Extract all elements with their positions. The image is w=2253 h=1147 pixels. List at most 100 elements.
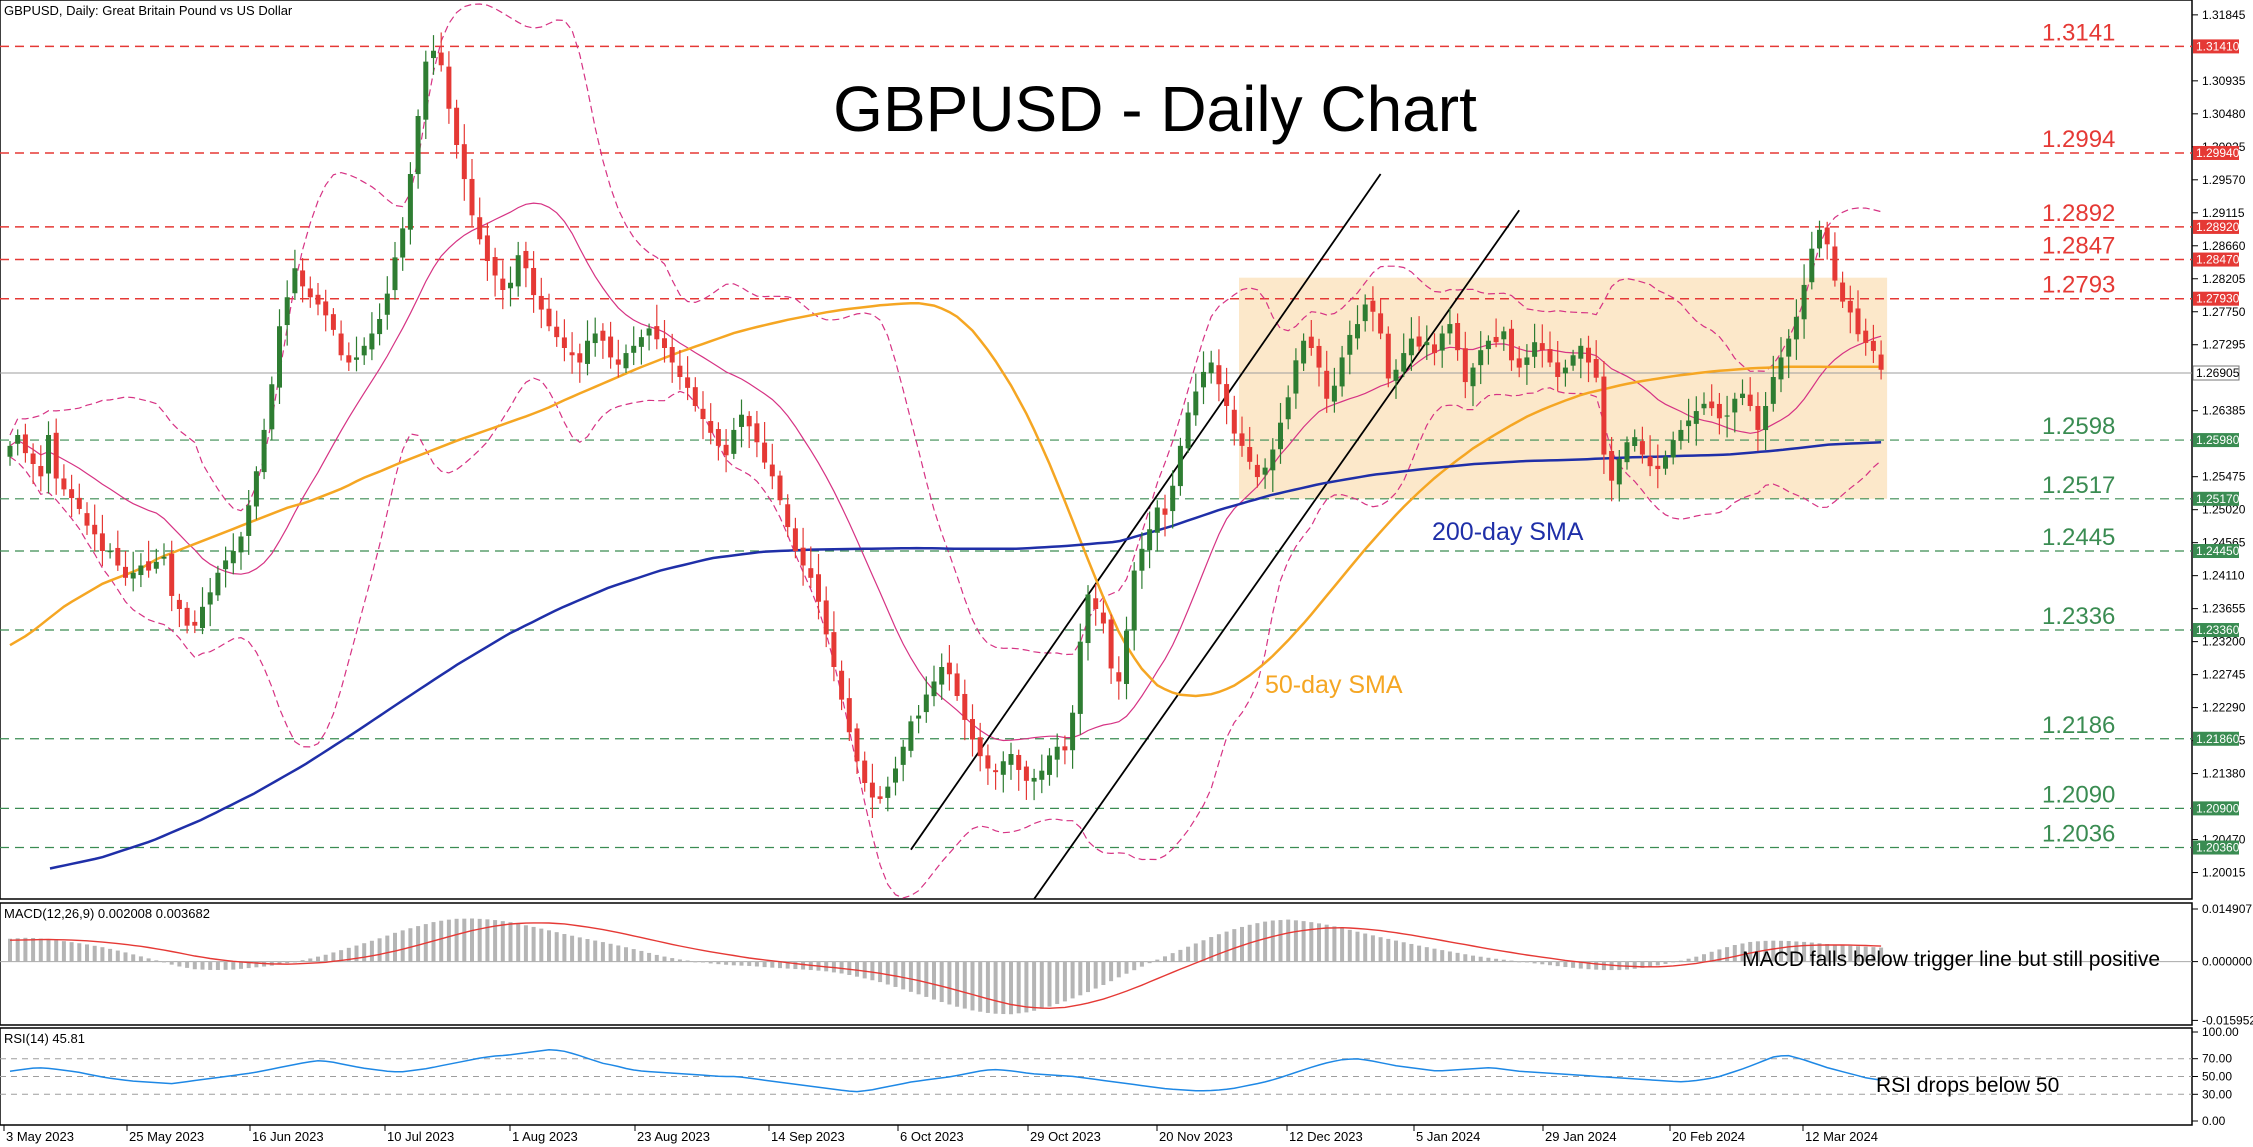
candle-120: [931, 665, 937, 707]
macd-bar-7: [61, 941, 66, 962]
macd-bar-150: [1163, 956, 1167, 962]
candle-body: [946, 662, 952, 675]
candle-body: [592, 333, 598, 344]
candle-229: [1770, 355, 1776, 412]
macd-bar-154: [1193, 943, 1198, 962]
candle-208: [1609, 436, 1615, 502]
candle-body: [1870, 340, 1876, 351]
candle-body: [923, 694, 929, 713]
candle-body: [515, 255, 521, 287]
macd-bar-38: [300, 960, 305, 962]
candle-127: [985, 744, 991, 785]
candle-149: [1154, 500, 1160, 552]
candle-body: [700, 408, 706, 420]
candle-body: [1501, 331, 1507, 340]
candle-148: [1147, 511, 1153, 569]
candle-43: [338, 320, 344, 361]
candle-body: [608, 336, 614, 358]
candle-37: [292, 249, 298, 300]
candle-17: [138, 553, 144, 588]
price-axis-tag-2: 1.28920: [2193, 219, 2240, 234]
candle-25: [200, 587, 205, 635]
candle-112: [869, 763, 875, 819]
macd-bar-8: [69, 942, 74, 962]
candle-body: [292, 268, 298, 294]
candle-body: [1201, 371, 1206, 388]
candle-213: [1647, 435, 1653, 477]
candle-90: [700, 391, 706, 440]
candle-body: [708, 421, 714, 433]
candle-104: [808, 546, 814, 589]
macd-bar-169: [1309, 922, 1314, 962]
macd-bar-76: [593, 940, 598, 962]
price-axis-tag-label: 1.29940: [2196, 146, 2240, 160]
candle-179: [1385, 326, 1391, 388]
candle-84: [654, 304, 660, 350]
candle-73: [569, 332, 575, 374]
candle-body: [1663, 456, 1668, 469]
candle-65: [508, 266, 513, 307]
candle-body: [1578, 345, 1584, 359]
candle-body: [1455, 323, 1461, 351]
candle-143: [1108, 614, 1114, 684]
price-axis-tag-0: 1.31410: [2193, 39, 2240, 54]
candlesticks: [7, 32, 1884, 819]
candle-body: [885, 786, 891, 798]
candle-body: [1208, 362, 1214, 374]
candle-191: [1478, 331, 1484, 385]
macd-bar-177: [1370, 935, 1375, 962]
candle-body: [1701, 403, 1707, 409]
macd-bar-69: [539, 928, 544, 962]
rsi-tick-label-0: 100.00: [2202, 1025, 2239, 1039]
macd-bar-192: [1486, 957, 1491, 962]
consolidation-zone: [1239, 277, 1888, 499]
macd-bar-29: [231, 961, 236, 970]
candle-body: [477, 217, 483, 240]
price-tick-label-10: 1.26385: [2202, 404, 2246, 418]
rsi-annotation: RSI drops below 50: [1876, 1074, 2059, 1097]
candle-125: [970, 704, 975, 757]
candle-16: [130, 551, 136, 592]
macd-bar-146: [1132, 961, 1137, 971]
macd-bar-101: [785, 961, 790, 969]
candle-170: [1316, 338, 1322, 387]
price-axis-tag-bg: [2193, 623, 2239, 638]
candle-body: [646, 328, 652, 336]
macd-bar-19: [154, 960, 159, 962]
macd-bar-125: [970, 961, 975, 1011]
candle-28: [223, 546, 229, 588]
candle-221: [1709, 384, 1715, 416]
price-axis-tag-label: 1.21860: [2196, 732, 2240, 746]
price-tick-label-20: 1.21380: [2202, 767, 2246, 781]
candle-103: [800, 527, 806, 586]
candle-193: [1493, 318, 1499, 348]
candle-body: [1308, 336, 1314, 348]
candle-body: [1177, 445, 1183, 487]
candle-109: [846, 678, 852, 742]
candle-162: [1254, 454, 1260, 488]
candle-97: [754, 410, 760, 458]
candle-225: [1740, 379, 1745, 406]
candle-15: [123, 550, 128, 586]
candle-60: [469, 159, 475, 226]
resistance-label-2: 1.2892: [2042, 200, 2115, 227]
macd-bar-5: [46, 939, 51, 962]
candle-95: [739, 399, 744, 448]
macd-bar-24: [192, 961, 197, 970]
candle-body: [1085, 594, 1091, 644]
macd-bar-180: [1394, 940, 1398, 962]
macd-annotation: MACD falls below trigger line but still …: [1742, 948, 2160, 971]
macd-bar-217: [1678, 960, 1683, 962]
candle-body: [1278, 422, 1283, 450]
candle-110: [854, 723, 860, 774]
candle-78: [608, 321, 614, 369]
macd-bar-171: [1324, 924, 1329, 962]
macd-bar-84: [654, 954, 659, 962]
candle-body: [1023, 766, 1029, 781]
macd-bar-153: [1186, 946, 1191, 962]
candle-body: [1716, 403, 1722, 419]
candle-body: [846, 698, 852, 733]
candle-168: [1301, 333, 1307, 371]
rsi-tick-label-2: 50.00: [2202, 1070, 2232, 1084]
price-axis-tag-bg: [2193, 219, 2239, 234]
